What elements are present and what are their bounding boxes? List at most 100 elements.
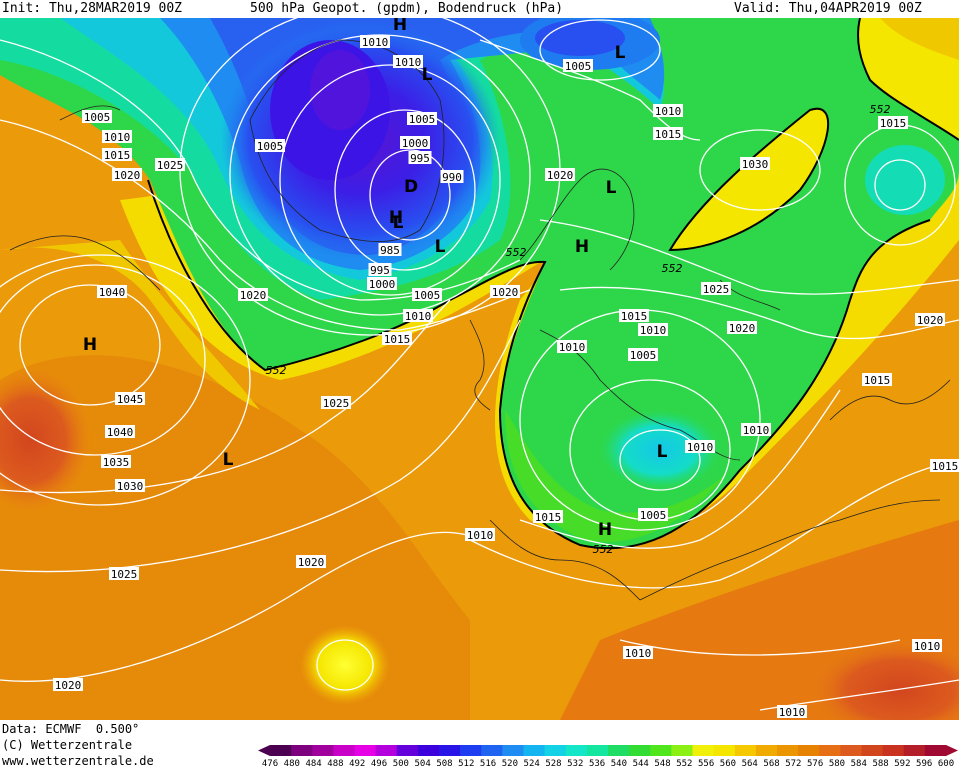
pressure-label-bg (740, 157, 770, 170)
isobar-label: 1010 (640, 324, 667, 337)
legend-tick-label: 488 (327, 759, 343, 767)
pressure-label-bg (533, 510, 563, 523)
pressure-label-bg (407, 112, 437, 125)
legend-tick-label: 572 (785, 759, 801, 767)
pressure-label-bg (465, 528, 495, 541)
legend-swatch (586, 745, 609, 756)
legend-swatch (375, 745, 398, 756)
low-pressure-center: L (615, 43, 626, 63)
pressure-label-bg (638, 508, 668, 521)
isobar-label: 1015 (932, 460, 959, 473)
pressure-label-bg (623, 646, 653, 659)
legend-swatch (333, 745, 355, 756)
pressure-label-bg (930, 459, 959, 472)
legend-tick-label: 588 (872, 759, 888, 767)
pressure-label-bg (101, 455, 131, 468)
isobar-label: 1015 (384, 333, 411, 346)
geopotential-label: 552 (266, 364, 287, 377)
pressure-label-bg (321, 396, 351, 409)
pressure-label-bg (741, 423, 771, 436)
pressure-label-bg (360, 35, 390, 48)
legend-swatch (565, 745, 588, 756)
isobar-label: 1020 (298, 556, 325, 569)
legend-tick-label: 596 (916, 759, 932, 767)
isobar-label: 1015 (104, 149, 131, 162)
legend-tick-label: 556 (698, 759, 714, 767)
pressure-label-bg (115, 392, 145, 405)
legend-tick-label: 520 (502, 759, 518, 767)
map-title: 500 hPa Geopot. (gpdm), Bodendruck (hPa) (250, 1, 564, 16)
legend-swatch (502, 745, 524, 756)
isobar-label: 1020 (55, 679, 82, 692)
legend-tick-label: 516 (480, 759, 496, 767)
legend-swatch (840, 745, 862, 756)
legend-swatch (734, 745, 757, 756)
isobar-label: 1025 (111, 568, 138, 581)
pressure-label-bg (378, 243, 402, 256)
high-pressure-center: H (598, 520, 612, 540)
pressure-label-bg (557, 340, 587, 353)
legend-tick-label: 564 (742, 759, 758, 767)
legend-tick-label: 544 (633, 759, 649, 767)
pressure-label-bg (727, 321, 757, 334)
legend-tick-label: 492 (349, 759, 365, 767)
pressure-label-bg (408, 151, 432, 164)
isobar-label: 1010 (467, 529, 494, 542)
pressure-label-bg (440, 170, 464, 183)
pressure-label-bg (400, 136, 430, 149)
geopotential-label: 552 (593, 543, 614, 556)
low-pressure-center: L (435, 237, 446, 257)
legend-swatch (396, 745, 419, 756)
isobar-label: 990 (442, 171, 462, 184)
isobar-label: 1025 (157, 159, 184, 172)
legend-tick-label: 580 (829, 759, 845, 767)
pressure-label-bg (102, 130, 132, 143)
pressure-label-bg (82, 110, 112, 123)
weather-map: 1010 1010 1005 1010 1015 1020 1025 1005 1010 1005… (0, 18, 959, 720)
legend-swatch (924, 745, 947, 756)
legend-swatch (713, 745, 736, 756)
legend-swatch (608, 745, 630, 756)
isobar-label: 1020 (114, 169, 141, 182)
isobar-label: 1010 (405, 310, 432, 323)
isobar-label: 1015 (655, 128, 682, 141)
isobar-label: 1020 (917, 314, 944, 327)
isobar-label: 1035 (103, 456, 130, 469)
pressure-label-bg (155, 158, 185, 171)
pressure-label-bg (97, 285, 127, 298)
isobar-label: 1015 (535, 511, 562, 524)
legend-tick-label: 504 (415, 759, 431, 767)
pressure-label-bg (653, 104, 683, 117)
isobar-label: 1025 (703, 283, 730, 296)
pressure-label-bg (382, 332, 412, 345)
isobar-label: 1005 (414, 289, 441, 302)
pressure-label-bg (102, 148, 132, 161)
pressure-label-bg (368, 263, 392, 276)
website-link[interactable]: www.wetterzentrale.de (2, 754, 154, 768)
valid-time: Valid: Thu,04APR2019 00Z (734, 1, 922, 16)
legend-swatch (861, 745, 884, 756)
color-legend: 476 480 484 488 492 496 500 504 508 512 516 520 524 5… (258, 745, 958, 767)
legend-swatch (312, 745, 334, 756)
pressure-label-bg (412, 288, 442, 301)
pressure-label-bg (545, 168, 575, 181)
ridge-scandinavia (670, 108, 829, 251)
pressure-label-bg (701, 282, 731, 295)
isobar-label: 1005 (640, 509, 667, 522)
pressure-label-bg (53, 678, 83, 691)
legend-swatch (417, 745, 440, 756)
isobar-label: 1015 (621, 310, 648, 323)
isobar-label: 1010 (559, 341, 586, 354)
legend-swatch (291, 745, 313, 756)
pressure-label-bg (115, 479, 145, 492)
copyright-notice: (C) Wetterzentrale (2, 738, 133, 752)
legend-tick-label: 552 (676, 759, 692, 767)
pressure-label-bg (685, 440, 715, 453)
geopotential-label: 552 (870, 103, 891, 116)
pressure-label-bg (862, 373, 892, 386)
legend-swatch (650, 745, 672, 756)
low-pressure-center: L (422, 65, 433, 85)
pressure-label-bg (112, 168, 142, 181)
legend-tick-label: 512 (458, 759, 474, 767)
isobar-label: 1010 (655, 105, 682, 118)
